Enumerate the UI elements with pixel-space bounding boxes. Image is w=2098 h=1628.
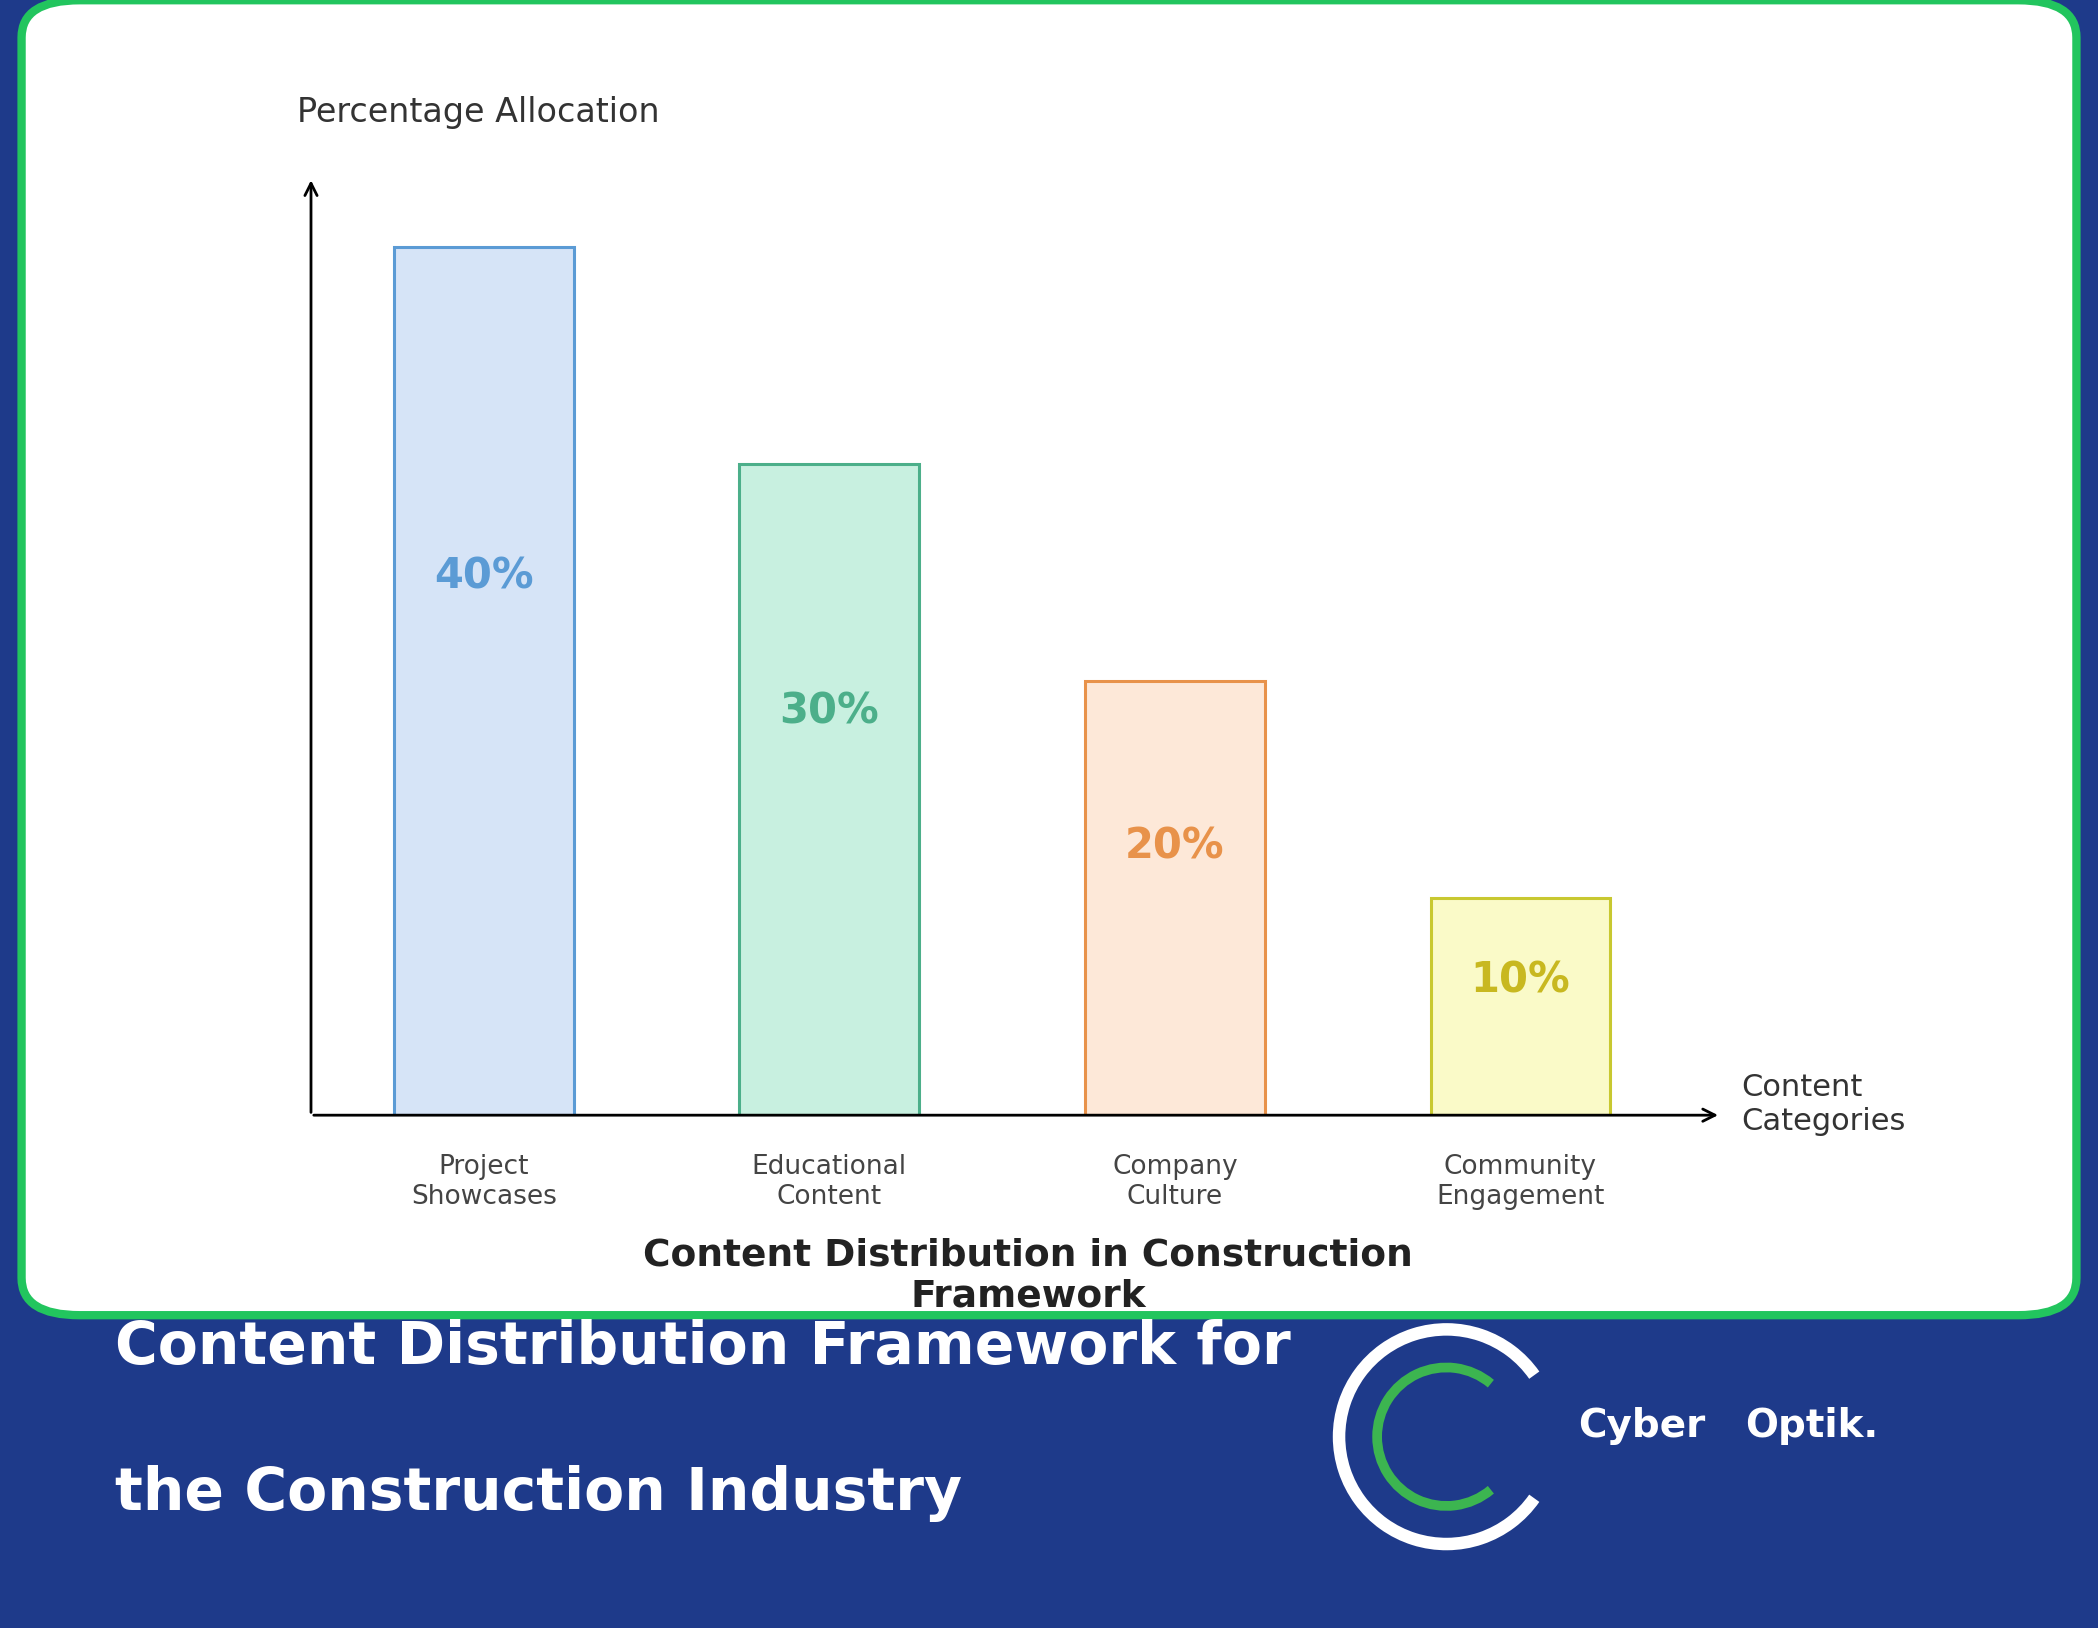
FancyBboxPatch shape [21,0,2077,1315]
Text: 40%: 40% [434,555,533,597]
Bar [738,464,919,1115]
Text: Content
Categories: Content Categories [1741,1073,1905,1136]
Text: Company
Culture: Company Culture [1112,1154,1238,1210]
Text: 30%: 30% [780,690,879,733]
Text: the Construction Industry: the Construction Industry [115,1465,963,1522]
Text: Optik.: Optik. [1746,1407,1878,1446]
Text: Percentage Allocation: Percentage Allocation [298,96,659,129]
Bar [394,247,573,1115]
Text: Project
Showcases: Project Showcases [411,1154,556,1210]
Text: Community
Engagement: Community Engagement [1437,1154,1605,1210]
Text: Cyber: Cyber [1578,1407,1706,1446]
Text: Content Distribution in Construction
Framework: Content Distribution in Construction Fra… [644,1237,1412,1315]
Text: Educational
Content: Educational Content [751,1154,906,1210]
Bar [1085,681,1265,1115]
Text: 20%: 20% [1125,825,1225,868]
Text: Content Distribution Framework for: Content Distribution Framework for [115,1319,1290,1376]
Text: 10%: 10% [1471,959,1569,1001]
Bar [1431,899,1611,1115]
